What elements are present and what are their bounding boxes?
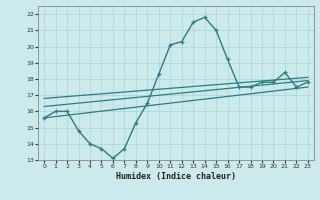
X-axis label: Humidex (Indice chaleur): Humidex (Indice chaleur): [116, 172, 236, 181]
